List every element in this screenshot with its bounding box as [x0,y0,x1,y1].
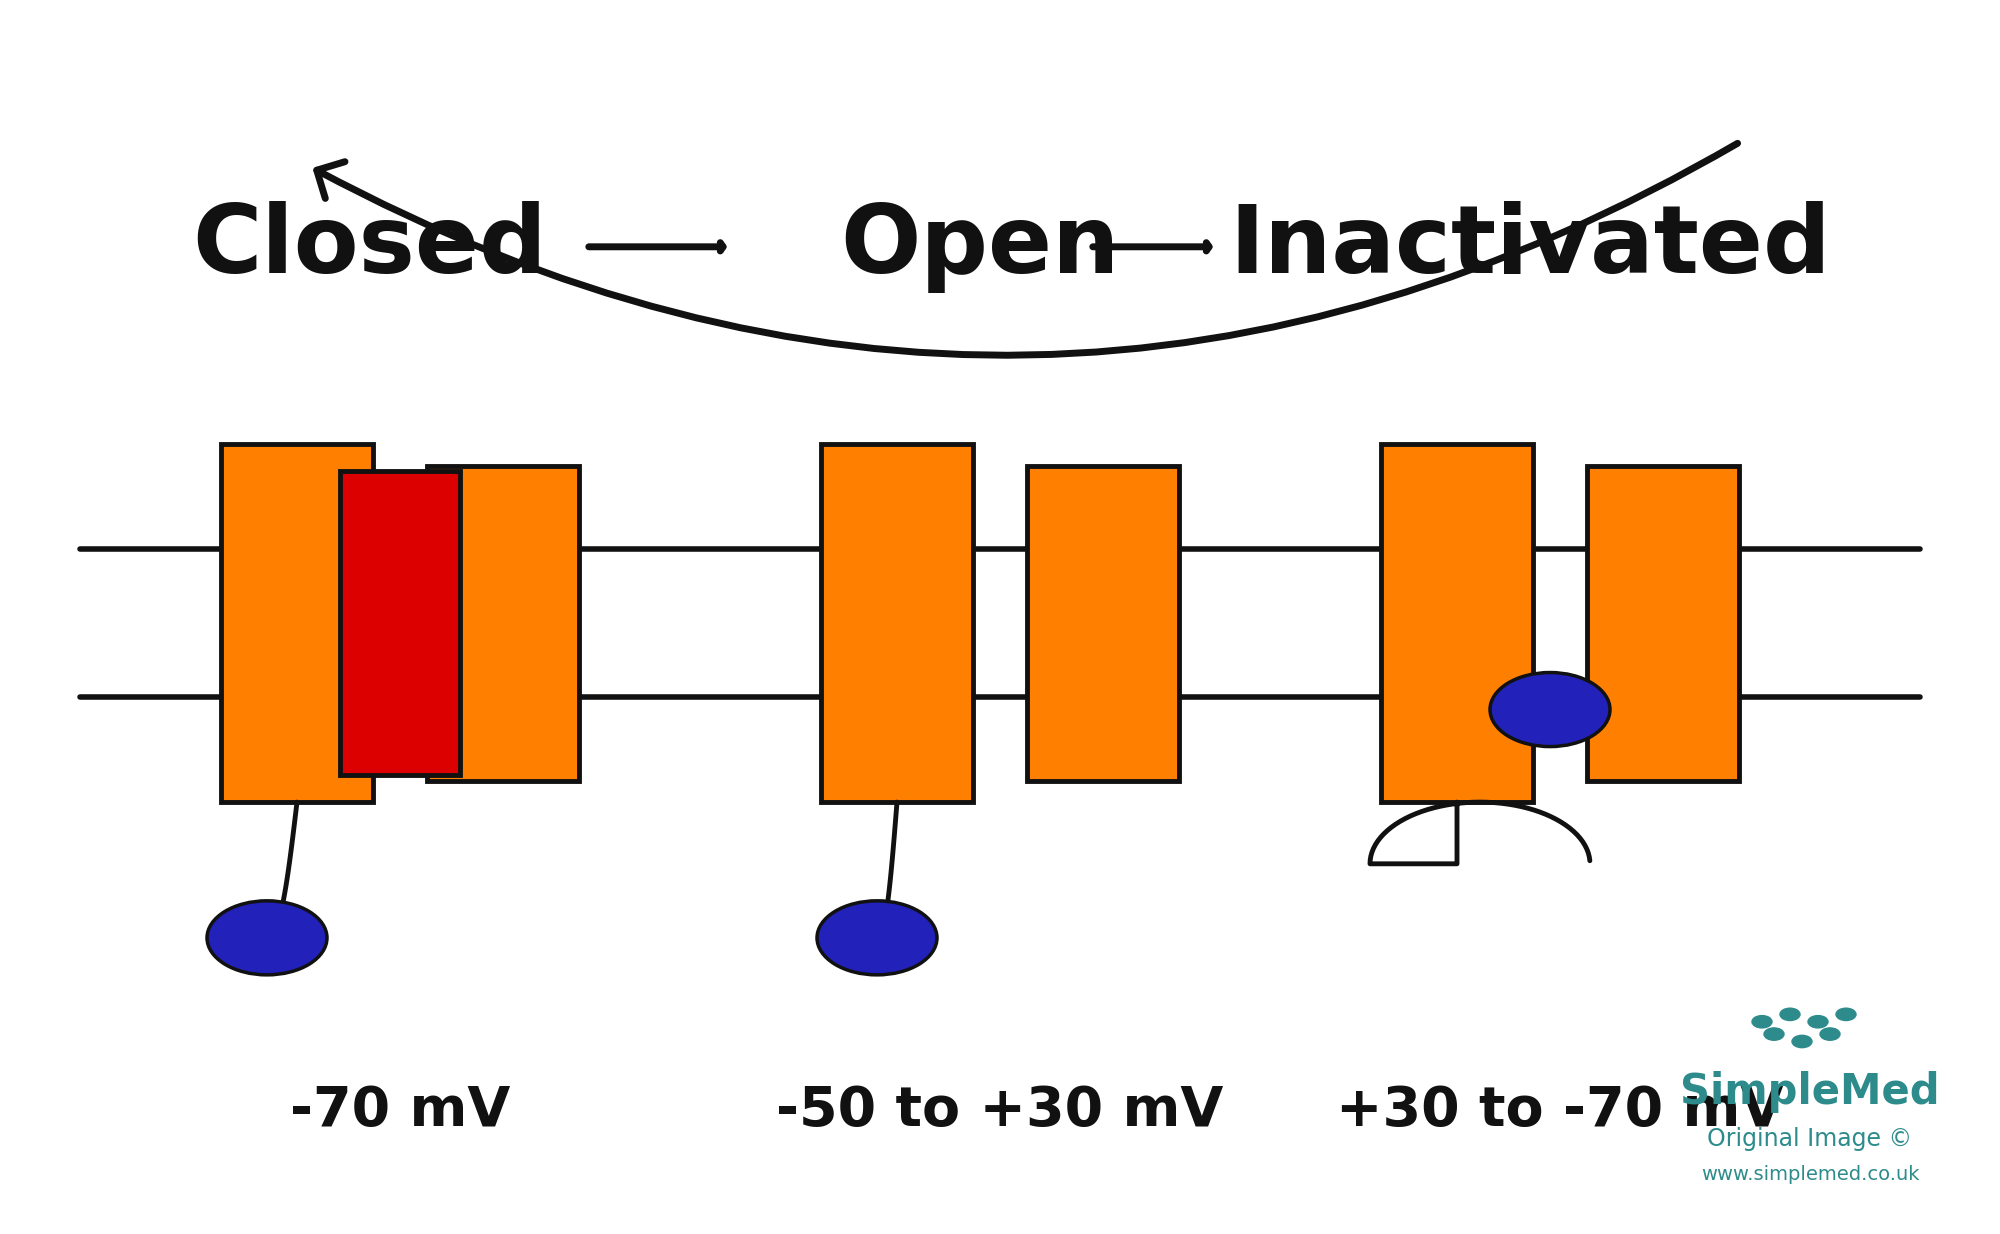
Bar [1588,465,1740,781]
Bar [222,444,372,802]
Circle shape [1808,1016,1828,1028]
Text: -70 mV: -70 mV [290,1083,510,1138]
Bar [340,471,460,775]
FancyArrowPatch shape [316,143,1738,355]
Circle shape [1836,1008,1856,1021]
Circle shape [818,901,936,975]
Text: Original Image ©: Original Image © [1708,1127,1912,1151]
Text: Closed: Closed [192,201,548,292]
Circle shape [1820,1028,1840,1040]
Circle shape [208,901,328,975]
Bar [428,465,580,781]
Text: +30 to -70 mV: +30 to -70 mV [1336,1083,1784,1138]
Circle shape [1780,1008,1800,1021]
Text: www.simplemed.co.uk: www.simplemed.co.uk [1700,1165,1920,1185]
Text: Open: Open [840,201,1120,292]
Bar [822,444,974,802]
Bar [1028,465,1180,781]
Circle shape [1752,1016,1772,1028]
Bar [1380,444,1534,802]
Circle shape [1764,1028,1784,1040]
Text: SimpleMed: SimpleMed [1680,1071,1940,1113]
Circle shape [1490,673,1610,747]
Text: Inactivated: Inactivated [1230,201,1830,292]
Circle shape [1792,1035,1812,1048]
Text: -50 to +30 mV: -50 to +30 mV [776,1083,1224,1138]
